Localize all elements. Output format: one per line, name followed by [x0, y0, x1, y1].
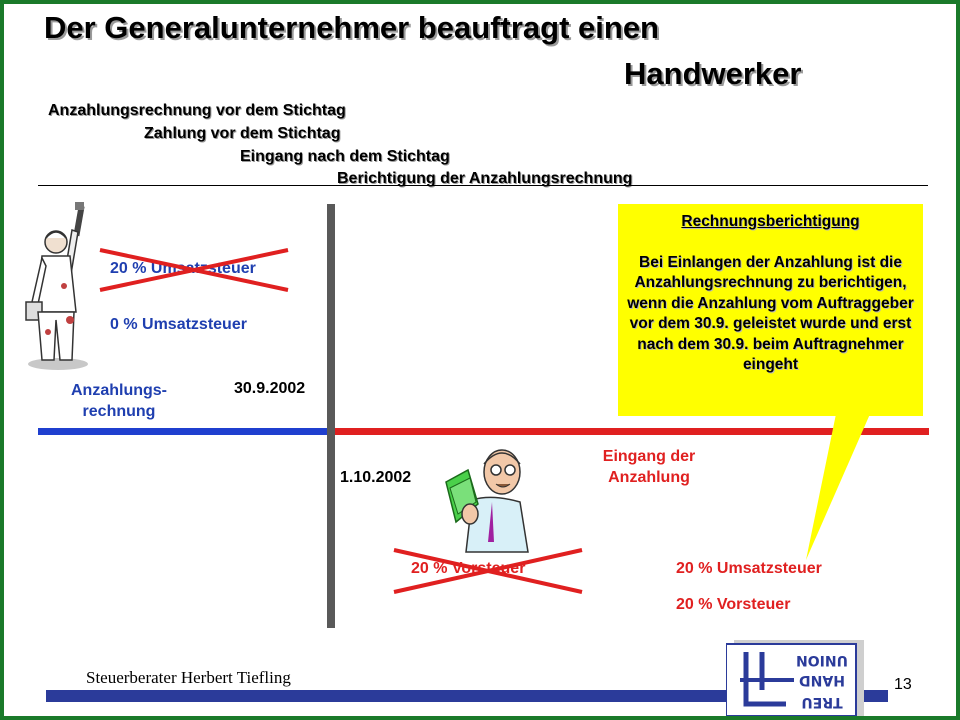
title-line-2: Handwerker: [624, 56, 802, 91]
receipt-label-line-1: Eingang der: [602, 448, 696, 465]
receipt-label-line-2: Anzahlung: [608, 469, 690, 486]
callout-heading: Rechnungsberichtigung: [681, 213, 860, 230]
footer-bar: [46, 690, 888, 702]
logo-line-1: UNION: [796, 652, 848, 668]
page-number: 13: [894, 676, 912, 693]
timeline-after: [331, 428, 929, 435]
subtitle-1: Anzahlungsrechnung vor dem Stichtag: [48, 102, 346, 119]
header-divider: [38, 185, 928, 186]
timeline-before: [38, 428, 331, 435]
result-sales-tax: 20 % Umsatzsteuer: [676, 560, 822, 577]
result-input-tax: 20 % Vorsteuer: [676, 596, 791, 613]
subtitle-3: Eingang nach dem Stichtag: [240, 148, 450, 165]
cross-mark-left: [99, 248, 289, 292]
footer-author: Steuerberater Herbert Tiefling: [86, 668, 291, 687]
subtitle-4: Berichtigung der Anzahlungsrechnung: [337, 170, 633, 187]
date-after: 1.10.2002: [340, 469, 412, 486]
cross-mark-right: [393, 548, 583, 594]
invoice-label: Anzahlungs- rechnung: [54, 380, 184, 422]
deadline-divider: [327, 204, 335, 628]
invoice-label-line-1: Anzahlungs-: [71, 382, 167, 399]
title-line-1: Der Generalunternehmer beauftragt einen: [44, 10, 659, 45]
correction-callout: Rechnungsberichtigung Bei Einlangen der …: [618, 204, 923, 416]
subtitle-2: Zahlung vor dem Stichtag: [144, 125, 341, 142]
union-hand-treu-logo: UNION HAND TREU: [726, 640, 864, 716]
invoice-label-line-2: rechnung: [82, 403, 156, 420]
callout-pointer: [806, 414, 870, 560]
tax-new-left: 0 % Umsatzsteuer: [110, 316, 247, 333]
receipt-label: Eingang der Anzahlung: [584, 446, 714, 488]
callout-text: Bei Einlangen der Anzahlung ist die Anza…: [627, 253, 914, 374]
date-before: 30.9.2002: [234, 380, 306, 397]
logo-line-2: HAND: [799, 672, 845, 688]
logo-line-3: TREU: [801, 694, 842, 710]
painter-icon: [25, 202, 88, 370]
money-man-icon: [445, 449, 529, 553]
